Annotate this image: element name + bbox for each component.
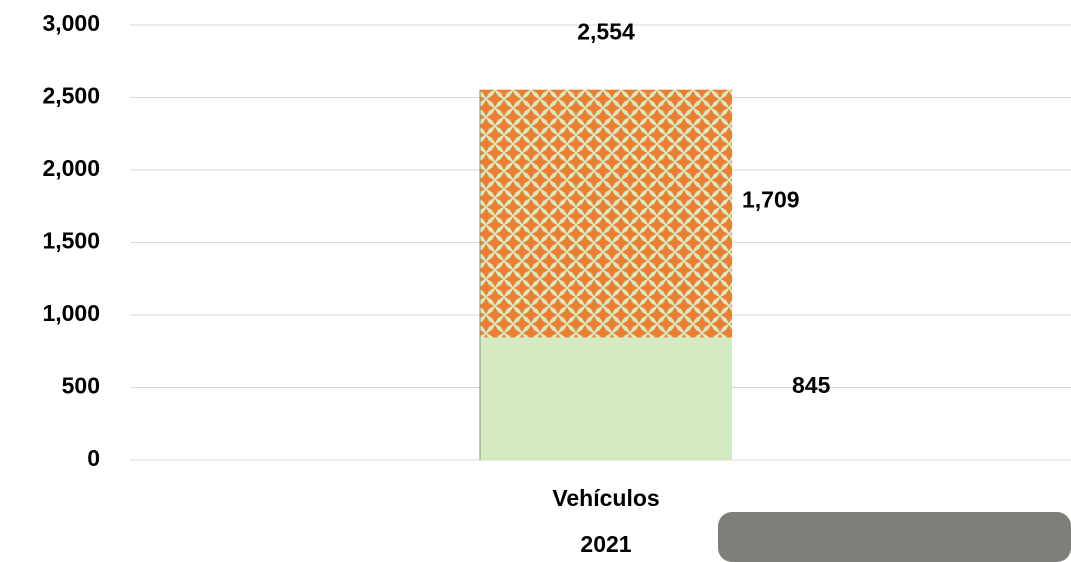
total-label: 2,554	[577, 19, 635, 45]
value-label: 1,709	[742, 187, 800, 213]
y-tick-label: 2,500	[42, 83, 100, 109]
y-tick-label: 1,000	[42, 300, 100, 326]
y-tick-label: 500	[62, 373, 100, 399]
y-tick-label: 1,500	[42, 228, 100, 254]
value-label: 845	[792, 372, 831, 398]
bar-segment	[480, 90, 732, 338]
y-tick-label: 3,000	[42, 10, 100, 36]
y-tick-label: 0	[87, 445, 100, 471]
chart: 0 500 1,000 1,500 2,000 2,500 3,000 Vehículos 20…	[0, 0, 1071, 562]
photo-thumbnail	[718, 512, 1071, 562]
x-tick-label: Vehículos	[552, 485, 659, 511]
x-tick-label: 2021	[580, 531, 631, 557]
bar-segment	[480, 337, 732, 460]
y-tick-label: 2,000	[42, 155, 100, 181]
